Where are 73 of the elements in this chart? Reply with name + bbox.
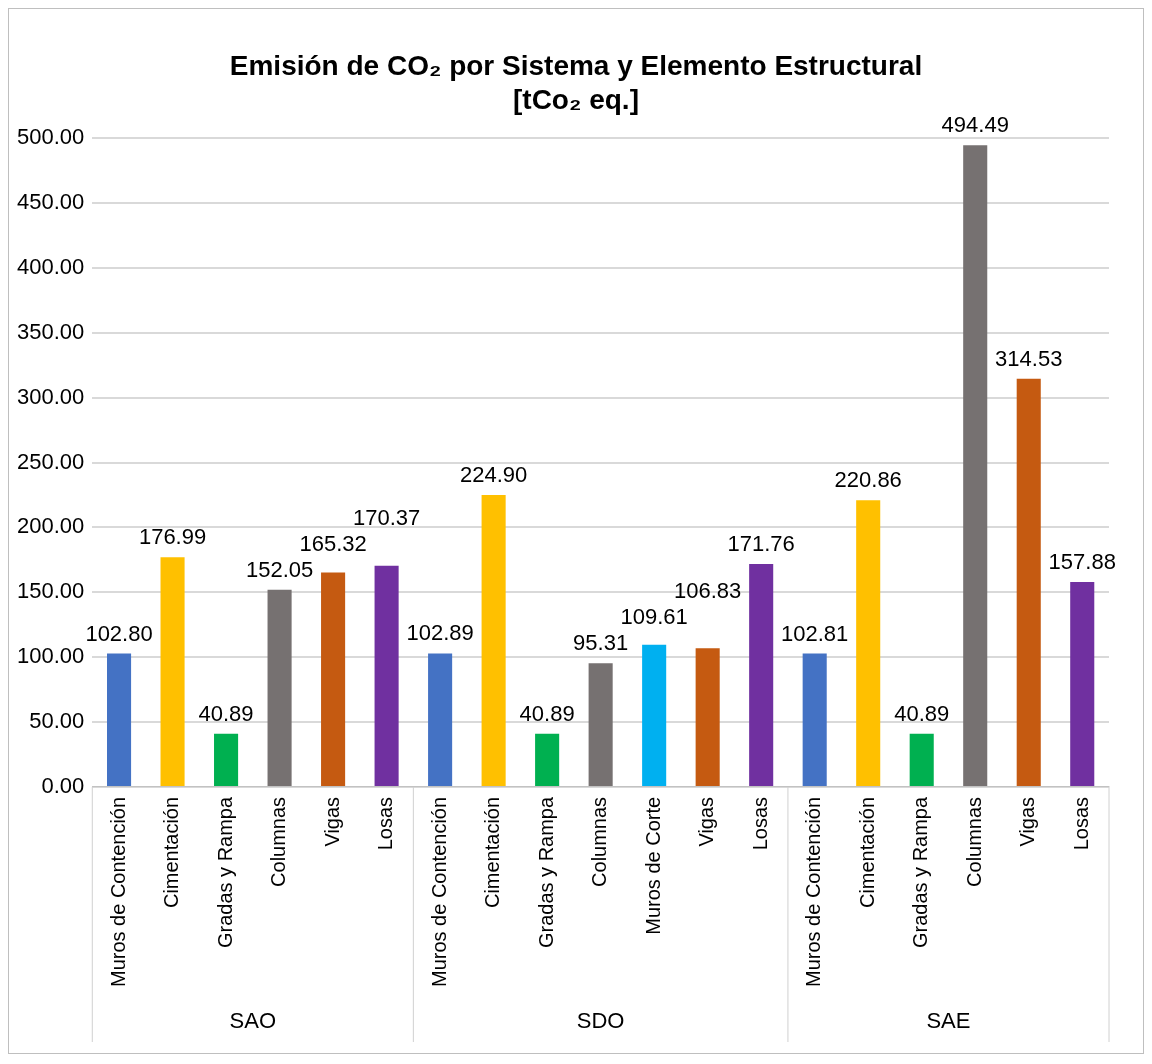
bar (374, 565, 399, 786)
data-label: 494.49 (941, 112, 1009, 138)
x-tick-label: Muros de Contención (427, 796, 450, 987)
data-label: 109.61 (620, 604, 688, 630)
text: SAO (229, 1008, 277, 1034)
y-tick-label: 150.00 (16, 578, 85, 604)
y-tick-label: 300.00 (16, 383, 85, 409)
chart-subtitle: [tCo₂ eq.] (513, 84, 639, 115)
x-tick-label: Gradas y Rampa (909, 796, 932, 949)
x-tick-label: Columnas (962, 796, 985, 887)
data-label: 165.32 (299, 530, 367, 556)
bar (214, 733, 239, 786)
x-tick-label: Losas (374, 796, 397, 851)
bar (321, 572, 346, 786)
data-label: 106.83 (674, 578, 742, 604)
x-tick-label: Losas (1069, 796, 1092, 851)
bar (428, 653, 453, 786)
bar (963, 145, 988, 786)
data-label: 40.89 (519, 700, 575, 726)
x-tick-label: Muros de Corte (641, 796, 664, 935)
x-tick-label: Gradas y Rampa (534, 796, 557, 949)
y-tick-label: 200.00 (16, 513, 85, 539)
bar (909, 733, 934, 786)
x-tick-label: Losas (748, 796, 771, 851)
x-tick-label: Columnas (588, 796, 611, 887)
x-tick-label: Muros de Contención (802, 796, 825, 987)
data-label: 171.76 (727, 531, 795, 557)
text: SDO (576, 1008, 625, 1034)
bar (856, 500, 881, 786)
y-tick-label: 100.00 (16, 643, 85, 669)
text: SAE (926, 1008, 971, 1034)
x-tick-label: Vigas (695, 796, 718, 847)
data-label: 176.99 (138, 524, 207, 550)
x-tick-label: Cimentación (855, 796, 878, 909)
data-label: 152.05 (245, 556, 314, 582)
x-tick-label: Columnas (267, 796, 290, 887)
y-tick-label: 500.00 (16, 124, 85, 150)
x-tick-label: Muros de Contención (106, 796, 129, 987)
data-label: 40.89 (894, 700, 950, 726)
bar (160, 557, 185, 786)
bar (481, 495, 506, 786)
data-label: 224.90 (459, 462, 528, 488)
y-tick-label: 350.00 (16, 318, 85, 344)
bar (802, 653, 827, 786)
y-tick-label: 50.00 (29, 708, 85, 734)
bar (749, 564, 774, 786)
bar (1016, 378, 1041, 786)
chart-title: Emisión de CO₂ por Sistema y Elemento Estructural (228, 49, 924, 83)
y-tick-label: 250.00 (16, 448, 85, 474)
data-label: 102.80 (85, 620, 153, 646)
y-tick-label: 0.00 (41, 772, 85, 798)
data-label: 220.86 (834, 467, 902, 493)
bar (267, 589, 292, 786)
y-tick-label: 450.00 (16, 189, 85, 215)
x-tick-label: Cimentación (481, 796, 504, 909)
bar (695, 648, 720, 786)
data-label: 102.81 (781, 620, 849, 646)
bar (588, 663, 613, 786)
x-tick-label: Vigas (1016, 796, 1039, 847)
x-tick-label: Vigas (320, 796, 343, 847)
data-label: 170.37 (352, 504, 421, 530)
data-label: 95.31 (573, 630, 629, 656)
bar (107, 653, 132, 786)
data-label: 102.89 (406, 620, 474, 646)
y-tick-label: 400.00 (16, 254, 85, 279)
x-tick-label: Gradas y Rampa (213, 796, 236, 949)
data-label: 40.89 (198, 700, 254, 726)
bar (535, 733, 560, 786)
bar (1070, 582, 1095, 786)
bar (642, 644, 667, 786)
x-tick-label: Cimentación (160, 796, 183, 909)
data-label: 314.53 (995, 345, 1063, 371)
data-label: 157.88 (1048, 549, 1116, 575)
